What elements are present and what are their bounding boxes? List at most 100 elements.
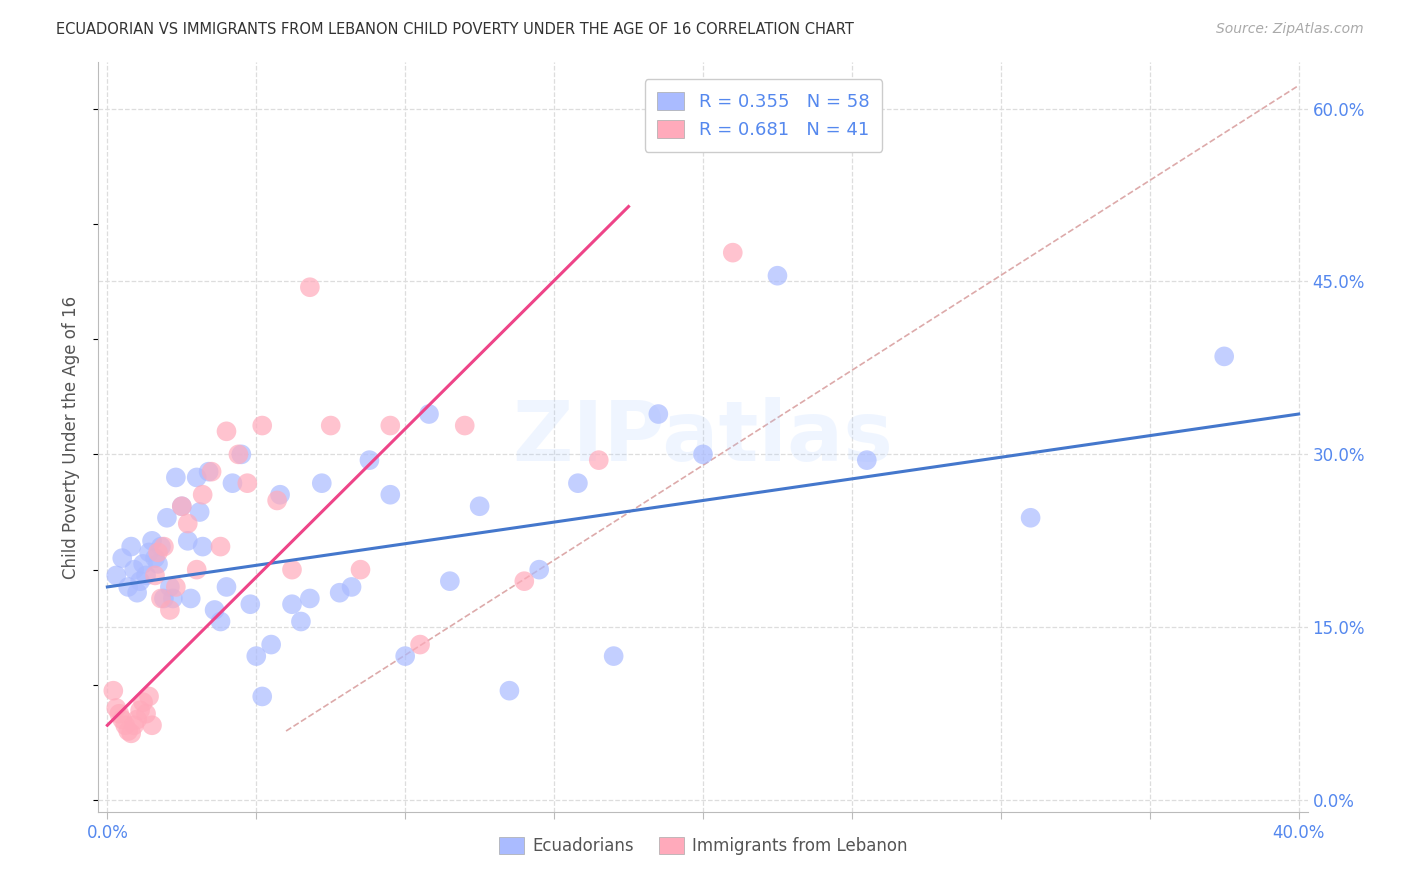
Point [1213,350,1236,364]
Point [692,447,714,461]
Text: ECUADORIAN VS IMMIGRANTS FROM LEBANON CHILD POVERTY UNDER THE AGE OF 16 CORRELAT: ECUADORIAN VS IMMIGRANTS FROM LEBANON CH… [56,22,853,37]
Point [114,718,136,732]
Point [153,591,176,606]
Point [269,488,291,502]
Point [138,690,160,704]
Point [329,585,352,599]
Point [120,540,142,554]
Point [221,476,243,491]
Point [394,649,416,664]
Point [127,713,149,727]
Point [127,585,149,599]
Point [215,580,238,594]
Point [132,695,155,709]
Point [153,540,176,554]
Point [209,540,232,554]
Point [409,638,432,652]
Point [252,690,274,704]
Point [266,493,288,508]
Point [149,540,172,554]
Legend: R = 0.355   N = 58, R = 0.681   N = 41: R = 0.355 N = 58, R = 0.681 N = 41 [645,79,882,152]
Point [191,488,214,502]
Point [165,470,187,484]
Point [170,500,193,514]
Point [290,615,312,629]
Point [340,580,363,594]
Point [856,453,879,467]
Point [204,603,226,617]
Point [159,580,181,594]
Point [380,488,402,502]
Point [439,574,461,589]
Point [162,591,184,606]
Text: Source: ZipAtlas.com: Source: ZipAtlas.com [1216,22,1364,37]
Point [170,500,193,514]
Point [349,563,371,577]
Point [117,724,139,739]
Point [231,447,253,461]
Point [105,568,128,582]
Point [105,701,128,715]
Point [138,545,160,559]
Point [177,516,200,531]
Point [359,453,381,467]
Point [103,683,125,698]
Point [298,591,321,606]
Point [513,574,536,589]
Text: ZIPatlas: ZIPatlas [513,397,893,477]
Point [281,597,304,611]
Point [236,476,259,491]
Point [245,649,267,664]
Point [298,280,321,294]
Point [135,706,157,721]
Point [647,407,669,421]
Point [588,453,610,467]
Point [311,476,333,491]
Point [602,649,624,664]
Point [159,603,181,617]
Point [252,418,274,433]
Point [721,245,744,260]
Point [129,703,152,717]
Point [186,563,208,577]
Point [149,591,172,606]
Point [188,505,211,519]
Point [156,510,179,524]
Point [200,465,222,479]
Point [177,533,200,548]
Point [141,533,163,548]
Point [260,638,283,652]
Point [117,580,139,594]
Point [141,718,163,732]
Point [143,568,166,582]
Point [281,563,304,577]
Point [380,418,402,433]
Point [766,268,789,283]
Point [239,597,262,611]
Point [120,726,142,740]
Y-axis label: Child Poverty Under the Age of 16: Child Poverty Under the Age of 16 [62,295,80,579]
Point [135,568,157,582]
Point [527,563,550,577]
Point [567,476,589,491]
Point [129,574,152,589]
Point [146,557,169,571]
Point [1019,510,1042,524]
Point [197,465,219,479]
Point [122,718,145,732]
Point [454,418,477,433]
Point [132,557,155,571]
Point [228,447,250,461]
Point [209,615,232,629]
Point [143,551,166,566]
Point [122,563,145,577]
Point [146,545,169,559]
Point [319,418,342,433]
Point [108,706,131,721]
Point [498,683,520,698]
Legend: Ecuadorians, Immigrants from Lebanon: Ecuadorians, Immigrants from Lebanon [492,830,914,862]
Point [418,407,440,421]
Point [111,551,134,566]
Point [191,540,214,554]
Point [111,713,134,727]
